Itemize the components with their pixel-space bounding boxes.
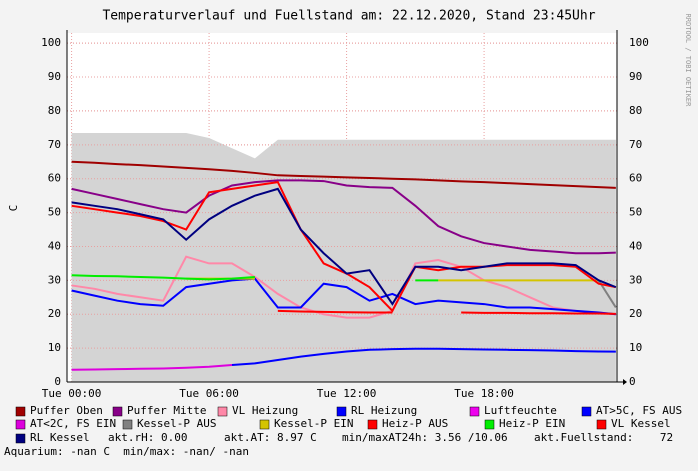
legend-label: Kessel-P AUS [137, 417, 216, 430]
y-tick-label-right: 20 [629, 307, 642, 320]
legend-swatch [259, 419, 270, 430]
y-tick-label-right: 100 [629, 36, 649, 49]
x-tick-label: Tue 18:00 [454, 387, 514, 400]
line [231, 347, 616, 367]
y-tick-label-right: 30 [629, 273, 642, 286]
legend-label: RL Heizung [351, 404, 417, 417]
line [71, 187, 617, 306]
y-axis-label: C [7, 205, 20, 212]
chart-title: Temperaturverlauf und Fuellstand am: 22.… [102, 9, 595, 24]
y-tick-label-right: 90 [629, 70, 642, 83]
x-tick-label: Tue 12:00 [317, 387, 377, 400]
line [71, 277, 616, 316]
legend-label: Puffer Oben [30, 404, 103, 417]
axis-arrow [623, 379, 627, 385]
y-tick-label: 10 [48, 341, 61, 354]
line [71, 179, 616, 255]
status-text: akt.Fuellstand: 72 [534, 431, 673, 444]
y-tick-label-right: 80 [629, 104, 642, 117]
y-tick-label-right: 0 [629, 375, 636, 388]
legend-label: Luftfeuchte [484, 404, 557, 417]
legend-label: Puffer Mitte [127, 404, 206, 417]
legend-swatch [15, 419, 26, 430]
line [71, 160, 616, 189]
y-tick-label: 50 [48, 206, 61, 219]
y-tick-label-right: 10 [629, 341, 642, 354]
y-tick-label-right: 60 [629, 172, 642, 185]
legend-label: VL Kessel [611, 417, 671, 430]
x-tick-label: Tue 00:00 [42, 387, 102, 400]
legend-label: Heiz-P EIN [499, 417, 565, 430]
legend-label: AT<2C, FS EIN [30, 417, 116, 430]
y-tick-label: 40 [48, 239, 61, 252]
y-tick-label-right: 40 [629, 239, 642, 252]
legend-swatch [217, 406, 228, 417]
line [71, 255, 616, 319]
x-tick-label: Tue 06:00 [179, 387, 239, 400]
status-text: min/maxAT24h: 3.56 /10.06 [342, 431, 508, 444]
y-tick-label-right: 70 [629, 138, 642, 151]
legend-swatch [484, 419, 495, 430]
legend-swatch [336, 406, 347, 417]
status-text: akt.rH: 0.00 [108, 431, 187, 444]
y-tick-label: 80 [48, 104, 61, 117]
y-tick-label: 20 [48, 307, 61, 320]
legend-swatch [15, 406, 26, 417]
line [71, 274, 439, 282]
legend-swatch [469, 406, 480, 417]
legend-swatch [596, 419, 607, 430]
legend-swatch [15, 433, 26, 444]
status-text: akt.AT: 8.97 C [224, 431, 317, 444]
y-tick-label: 70 [48, 138, 61, 151]
legend-label: VL Heizung [232, 404, 298, 417]
legend-label: AT>5C, FS AUS [596, 404, 682, 417]
legend-swatch [367, 419, 378, 430]
legend-swatch [581, 406, 592, 417]
y-tick-label: 30 [48, 273, 61, 286]
legend-swatch [122, 419, 133, 430]
line [277, 309, 616, 315]
legend-label: Heiz-P AUS [382, 417, 448, 430]
y-tick-label: 0 [54, 375, 61, 388]
legend-label: RL Kessel [30, 431, 90, 444]
y-tick-label: 100 [41, 36, 61, 49]
y-tick-label: 60 [48, 172, 61, 185]
area [71, 132, 616, 382]
line [71, 364, 233, 371]
footer-text: Aquarium: -nan C min/max: -nan/ -nan [4, 445, 249, 458]
legend-label: Kessel-P EIN [274, 417, 353, 430]
legend-swatch [112, 406, 123, 417]
y-tick-label: 90 [48, 70, 61, 83]
y-tick-label-right: 50 [629, 206, 642, 219]
watermark: RRDTOOL / TOBI OETIKER [684, 14, 692, 108]
